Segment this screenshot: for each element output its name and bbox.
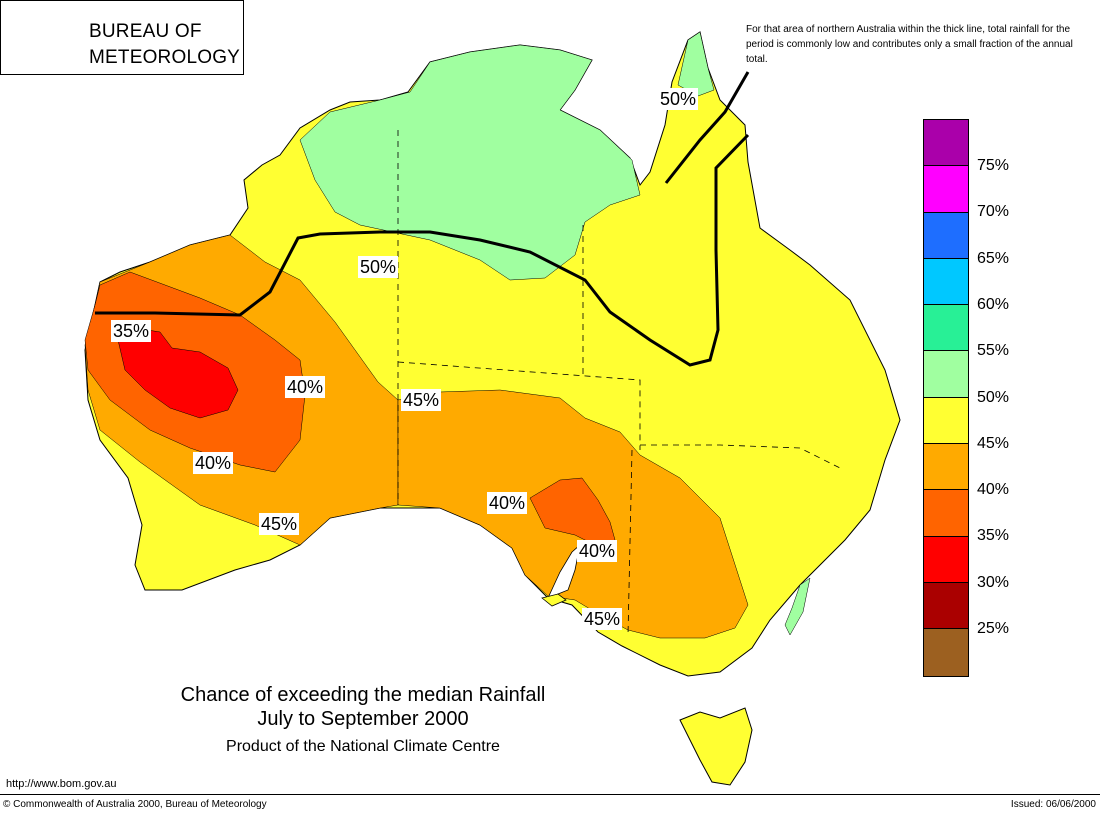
legend-swatch xyxy=(924,351,968,398)
footer-divider xyxy=(0,794,1100,795)
legend-label: 55% xyxy=(977,342,1010,360)
tasmania xyxy=(679,707,753,786)
contour-label: 40% xyxy=(285,376,326,398)
legend-swatch xyxy=(924,397,968,445)
legend-swatch xyxy=(924,582,968,630)
legend-swatch xyxy=(924,120,968,167)
legend-swatch xyxy=(924,444,968,491)
legend-label: 35% xyxy=(977,527,1010,545)
legend-label: 70% xyxy=(977,203,1010,221)
legend-label: 50% xyxy=(977,388,1010,406)
contour-label: 35% xyxy=(111,320,152,342)
legend-swatch xyxy=(924,536,968,583)
zone-50-cape-york xyxy=(677,31,715,97)
zone-35-west xyxy=(117,327,239,419)
legend-swatch xyxy=(924,305,968,352)
legend-label: 25% xyxy=(977,620,1010,637)
contour-label: 40% xyxy=(193,452,234,474)
kangaroo-island xyxy=(541,593,567,607)
contour-label: 40% xyxy=(577,540,618,562)
bom-swirl-emblem-icon xyxy=(10,9,66,65)
map-period: July to September 2000 xyxy=(257,708,469,730)
legend-label: 45% xyxy=(977,434,1010,452)
zone-50-east-coast xyxy=(784,577,811,636)
copyright-text: © Commonwealth of Australia 2000, Bureau… xyxy=(3,799,267,810)
legend-label: 75% xyxy=(977,157,1010,174)
contour-label: 50% xyxy=(358,256,399,278)
legend-label: 40% xyxy=(977,481,1010,499)
legend-label: 65% xyxy=(977,249,1010,267)
contour-label: 45% xyxy=(401,389,442,411)
map-subtitle: Product of the National Climate Centre xyxy=(226,738,500,755)
bom-url-link[interactable]: http://www.bom.gov.au xyxy=(6,778,117,790)
legend-swatch xyxy=(924,629,968,676)
contour-label: 45% xyxy=(582,608,623,630)
contour-label: 50% xyxy=(658,88,699,110)
legend-label: 30% xyxy=(977,573,1010,591)
contour-label: 40% xyxy=(487,492,528,514)
contour-label: 45% xyxy=(259,513,300,535)
issued-date: Issued: 06/06/2000 xyxy=(1010,799,1096,810)
state-borders xyxy=(397,130,841,636)
map-title: Chance of exceeding the median Rainfall xyxy=(180,684,546,706)
zone-50-north xyxy=(299,44,641,281)
northern-australia-note: For that area of northern Australia with… xyxy=(746,24,1073,65)
legend-label: 60% xyxy=(977,295,1010,313)
legend-swatch xyxy=(924,212,968,259)
legend-swatch xyxy=(924,258,968,306)
legend-colorbar xyxy=(923,119,969,677)
legend-swatch xyxy=(924,490,968,537)
thick-boundary-line xyxy=(95,71,750,367)
legend-swatch xyxy=(924,166,968,213)
